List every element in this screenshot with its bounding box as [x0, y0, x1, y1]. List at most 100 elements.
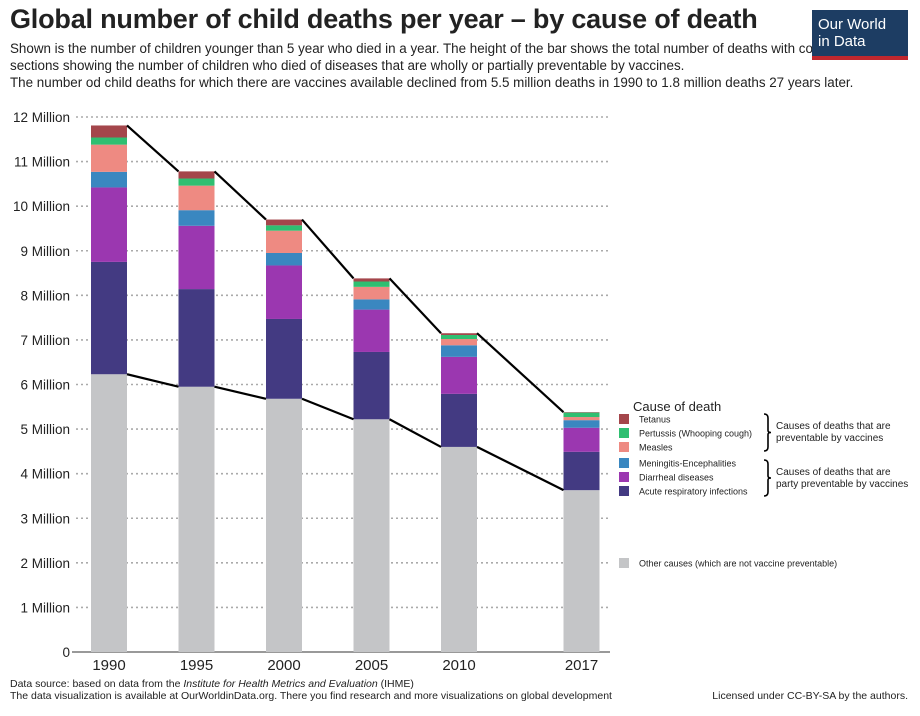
bar-segment: [563, 427, 600, 452]
legend-group-label: party preventable by vaccines: [776, 479, 908, 490]
y-tick-label: 12 Million: [13, 110, 70, 125]
subtitle-line-1: Shown is the number of children younger …: [10, 41, 843, 56]
legend-swatch: [619, 442, 629, 452]
y-tick-label: 1 Million: [20, 600, 70, 615]
bar-segment: [353, 309, 390, 352]
bar-segment: [91, 125, 127, 138]
bar-segment: [563, 417, 600, 421]
x-tick-label: 2000: [267, 657, 300, 674]
total-deaths-line: [126, 124, 180, 173]
bar-segment: [441, 333, 477, 336]
subtitle-line-3: The number od child deaths for which the…: [10, 75, 854, 90]
bar-segment: [266, 225, 302, 231]
legend-label: Other causes (which are not vaccine prev…: [639, 559, 837, 569]
other-causes-line: [301, 397, 354, 421]
chart-title: Global number of child deaths per year –…: [10, 4, 758, 34]
bar-segment: [178, 386, 215, 652]
x-tick-label: 2017: [565, 657, 598, 674]
bar-segment: [266, 219, 302, 226]
y-tick-label: 0: [62, 645, 70, 660]
y-tick-label: 3 Million: [20, 511, 70, 526]
x-tick-label: 2010: [442, 657, 475, 674]
bar-segment: [178, 289, 215, 387]
legend-title: Cause of death: [633, 399, 721, 414]
legend-group-label: preventable by vaccines: [776, 433, 883, 444]
bar-segment: [353, 351, 390, 420]
bar-segment: [91, 374, 127, 652]
x-tick-label: 1990: [92, 657, 125, 674]
bar-segment: [91, 137, 127, 145]
bar-segment: [266, 265, 302, 319]
bar-segment: [563, 451, 600, 491]
legend-label: Measles: [639, 443, 673, 453]
bar-segment: [353, 299, 390, 310]
legend-label: Pertussis (Whooping cough): [639, 429, 752, 439]
legend-group-label: Causes of deaths that are: [776, 421, 891, 432]
total-deaths-line: [388, 277, 442, 334]
bar-segment: [178, 210, 215, 226]
y-tick-label: 7 Million: [20, 333, 70, 348]
legend-swatch: [619, 458, 629, 468]
bar-segment: [441, 356, 477, 394]
y-tick-label: 5 Million: [20, 422, 70, 437]
total-deaths-line: [476, 332, 565, 413]
bar-segment: [563, 490, 600, 652]
license-text: Licensed under CC-BY-SA by the authors.: [712, 690, 908, 702]
other-causes-line: [388, 418, 442, 448]
bar-segment: [353, 419, 390, 652]
legend-group-label: Causes of deaths that are: [776, 467, 891, 478]
other-causes-line: [214, 385, 267, 400]
other-causes-line: [126, 373, 179, 388]
bar-segment: [441, 446, 477, 652]
y-tick-label: 10 Million: [13, 199, 70, 214]
bar-segment: [353, 278, 390, 282]
bar-segment: [353, 286, 390, 300]
legend-swatch: [619, 472, 629, 482]
legend-swatch: [619, 414, 629, 424]
owid-logo: Our World in Data: [812, 10, 908, 60]
bar-segment: [178, 171, 215, 179]
legend-label: Diarrheal diseases: [639, 473, 714, 483]
bar-segment: [178, 225, 215, 290]
bar-segment: [266, 252, 302, 266]
bar-segment: [178, 178, 215, 186]
bar-segment: [563, 420, 600, 428]
legend-label: Meningitis-Encephalities: [639, 459, 737, 469]
bar-segment: [266, 230, 302, 253]
bar-segment: [91, 171, 127, 188]
subtitle-line-2: sections showing the number of children …: [10, 58, 685, 73]
x-tick-label: 2005: [355, 657, 388, 674]
bar-segment: [266, 398, 302, 652]
legend-swatch: [619, 558, 629, 568]
bar-segment: [441, 335, 477, 340]
y-tick-label: 2 Million: [20, 556, 70, 571]
y-tick-label: 8 Million: [20, 288, 70, 303]
bar-segment: [563, 412, 600, 418]
x-tick-label: 1995: [180, 657, 213, 674]
total-deaths-line: [213, 170, 267, 221]
bar-segment: [441, 393, 477, 447]
bar-segment: [91, 187, 127, 262]
data-source: Data source: based on data from the Inst…: [10, 678, 414, 690]
y-tick-label: 6 Million: [20, 378, 70, 393]
legend-label: Acute respiratory infections: [639, 487, 748, 497]
bar-segment: [441, 345, 477, 357]
y-tick-label: 11 Million: [14, 155, 70, 170]
other-causes-line: [476, 445, 564, 492]
bar-segment: [91, 261, 127, 375]
bar-segment: [178, 185, 215, 211]
legend-swatch: [619, 486, 629, 496]
bar-segment: [91, 144, 127, 172]
bar-segment: [353, 281, 390, 287]
legend-label: Tetanus: [639, 415, 671, 425]
legend-brace: [763, 459, 772, 497]
legend-swatch: [619, 428, 629, 438]
y-tick-label: 4 Million: [20, 467, 70, 482]
bar-segment: [441, 339, 477, 346]
legend-brace: [763, 413, 772, 452]
bar-segment: [266, 318, 302, 399]
total-deaths-line: [301, 218, 355, 280]
y-tick-label: 9 Million: [20, 244, 70, 259]
